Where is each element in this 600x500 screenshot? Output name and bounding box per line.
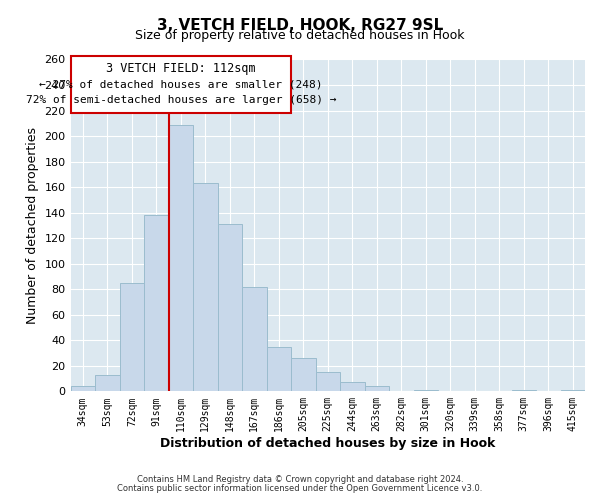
Text: 3 VETCH FIELD: 112sqm: 3 VETCH FIELD: 112sqm — [106, 62, 256, 75]
Text: 72% of semi-detached houses are larger (658) →: 72% of semi-detached houses are larger (… — [26, 96, 336, 106]
Y-axis label: Number of detached properties: Number of detached properties — [26, 127, 39, 324]
Bar — [71, 386, 95, 392]
Bar — [560, 390, 585, 392]
Text: Contains HM Land Registry data © Crown copyright and database right 2024.: Contains HM Land Registry data © Crown c… — [137, 475, 463, 484]
Bar — [119, 283, 144, 392]
Bar — [242, 286, 266, 392]
Bar — [413, 390, 438, 392]
Bar — [95, 374, 119, 392]
Text: ← 27% of detached houses are smaller (248): ← 27% of detached houses are smaller (24… — [39, 80, 323, 90]
Text: Contains public sector information licensed under the Open Government Licence v3: Contains public sector information licen… — [118, 484, 482, 493]
FancyBboxPatch shape — [71, 56, 291, 113]
Bar — [193, 184, 218, 392]
Text: 3, VETCH FIELD, HOOK, RG27 9SL: 3, VETCH FIELD, HOOK, RG27 9SL — [157, 18, 443, 32]
Bar — [266, 346, 291, 392]
Bar — [316, 372, 340, 392]
Text: Size of property relative to detached houses in Hook: Size of property relative to detached ho… — [135, 29, 465, 42]
Bar — [340, 382, 365, 392]
Bar — [218, 224, 242, 392]
X-axis label: Distribution of detached houses by size in Hook: Distribution of detached houses by size … — [160, 437, 496, 450]
Bar — [365, 386, 389, 392]
Bar — [169, 124, 193, 392]
Bar — [512, 390, 536, 392]
Bar — [291, 358, 316, 392]
Bar — [144, 215, 169, 392]
